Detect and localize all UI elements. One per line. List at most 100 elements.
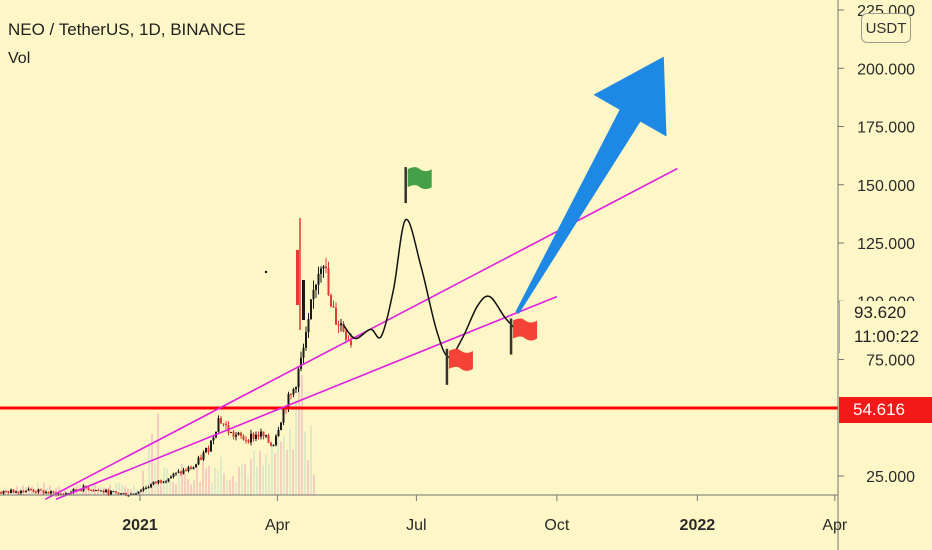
chart-title: NEO / TetherUS, 1D, BINANCE <box>8 20 246 39</box>
bar-countdown: 11:00:22 <box>854 327 919 346</box>
volume-bar <box>175 484 177 495</box>
volume-bar <box>46 487 48 495</box>
candle-body <box>32 490 35 492</box>
volume-bar <box>211 482 213 495</box>
candle-body <box>207 447 210 452</box>
candle-body <box>205 447 207 453</box>
candle-body <box>150 484 152 488</box>
y-tick-label: 25.000 <box>866 469 915 486</box>
annotations[interactable] <box>404 56 667 385</box>
volume-bar <box>238 467 240 495</box>
candle-body <box>177 471 180 473</box>
candle-body <box>40 489 42 491</box>
volume-bar <box>250 459 252 495</box>
candle-body <box>307 319 310 333</box>
candle-body <box>72 489 75 493</box>
candle-body <box>296 250 299 305</box>
volume-bar <box>235 481 237 495</box>
candle-body <box>35 491 37 493</box>
candle-body <box>7 491 10 494</box>
candle-body <box>275 436 277 445</box>
candle-body <box>45 492 47 494</box>
volume-bar <box>199 481 201 495</box>
candle-body <box>42 490 45 494</box>
candle-body <box>135 493 137 495</box>
candle-body <box>230 431 232 433</box>
projected-path[interactable] <box>342 218 517 358</box>
candle-body <box>235 434 237 437</box>
x-tick-label: Jul <box>406 517 426 534</box>
volume-bar <box>253 450 255 495</box>
candles <box>0 218 352 497</box>
candle-body <box>50 491 52 494</box>
candle-body <box>52 491 55 493</box>
candle-body <box>95 490 97 492</box>
volume-bar <box>313 475 315 495</box>
x-axis-ticks: 2021 Apr Jul Oct 2022 Apr <box>122 495 848 534</box>
volume-bar <box>274 453 276 495</box>
candle-body <box>240 432 242 436</box>
last-price-value: 93.620 <box>854 303 906 322</box>
volume-bar <box>124 486 126 495</box>
candle-body <box>302 347 305 358</box>
candle-body <box>107 490 110 495</box>
candle-body <box>10 489 12 494</box>
volume-bar <box>55 487 57 495</box>
projected-path-line <box>342 218 517 358</box>
candle-body <box>142 488 145 491</box>
support-level-badge: 54.616 <box>839 397 932 423</box>
flag-green-icon <box>407 167 432 190</box>
candle-body <box>170 476 172 479</box>
candle-body <box>200 457 202 460</box>
candle-body <box>160 480 162 483</box>
volume-bar <box>196 465 198 495</box>
volume-bar <box>160 485 162 495</box>
volume-bar <box>232 476 234 495</box>
candle-body <box>342 323 345 332</box>
candle-body <box>222 423 225 425</box>
candle-body <box>87 487 90 491</box>
candle-body <box>100 490 102 492</box>
volume-bar <box>4 487 6 495</box>
candle-body <box>17 491 20 493</box>
candle-body <box>117 492 120 494</box>
candle-body <box>30 489 32 491</box>
candle-body <box>20 490 22 493</box>
candle-body <box>282 408 285 423</box>
candle-body <box>330 295 332 307</box>
candle-body <box>300 357 302 369</box>
candle-body <box>187 467 190 471</box>
volume-bar <box>178 472 180 495</box>
candle-body <box>140 490 142 492</box>
x-tick-label: 2022 <box>680 517 716 534</box>
volume-label: Vol <box>8 50 31 67</box>
candle-body <box>287 393 290 410</box>
x-tick-label: 2021 <box>122 517 158 534</box>
volume-bar <box>247 478 249 495</box>
candle-body <box>237 432 240 435</box>
channel-upper-line <box>44 167 678 501</box>
candle-body <box>272 444 275 446</box>
currency-button[interactable]: USDT <box>861 13 911 43</box>
candle-body <box>152 481 155 485</box>
volume-bar <box>130 489 132 495</box>
volume-bar <box>136 489 138 495</box>
candle-body <box>180 471 182 474</box>
volume-bar <box>64 488 66 495</box>
candle-body <box>350 340 352 346</box>
volume-bar <box>16 486 18 495</box>
volume-bar <box>256 466 258 495</box>
trend-channel[interactable] <box>44 167 678 501</box>
volume-bar <box>229 480 231 495</box>
candle-body <box>65 493 67 495</box>
candle-body <box>270 442 272 446</box>
candle-body <box>127 495 130 497</box>
volume-bar <box>190 484 192 495</box>
candle-body <box>305 332 307 348</box>
candle-body <box>220 418 222 424</box>
volume-bar <box>283 436 285 495</box>
volume-bar <box>31 486 33 495</box>
volume-bar <box>310 425 312 495</box>
